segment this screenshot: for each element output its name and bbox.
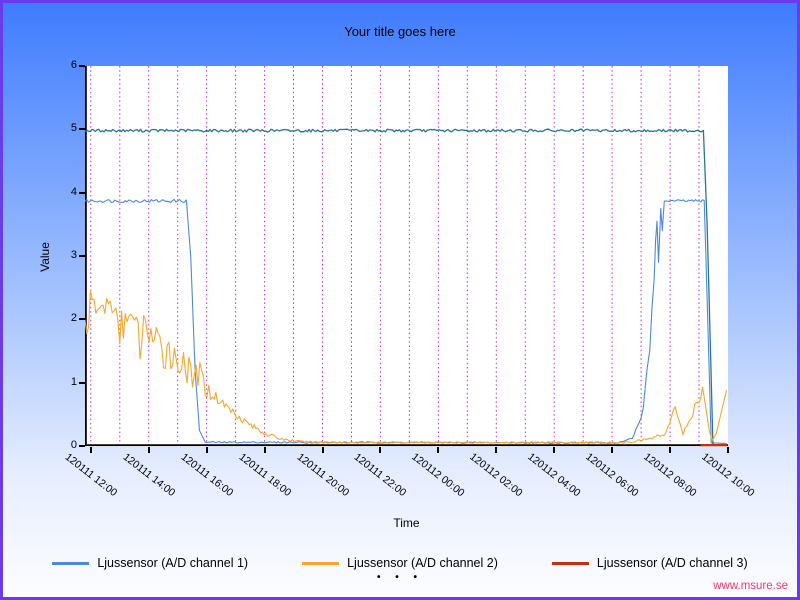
y-tick-label: 6: [70, 59, 77, 71]
plot-area: [85, 66, 728, 447]
legend-item: Ljussensor (A/D channel 3): [551, 556, 748, 570]
y-tick-mark: [79, 128, 85, 131]
x-tick-mark: [379, 447, 382, 453]
y-tick-mark: [79, 65, 85, 67]
legend-label: Ljussensor (A/D channel 2): [347, 556, 498, 570]
series-line-0: [85, 198, 727, 445]
y-tick-label: 2: [70, 312, 77, 325]
y-tick-mark: [79, 381, 85, 384]
x-tick-mark: [89, 447, 92, 453]
y-tick-mark: [79, 255, 85, 257]
x-tick-mark: [495, 447, 498, 453]
series-line-2: [85, 289, 728, 444]
x-tick-mark: [553, 447, 556, 453]
y-tick-label: 3: [70, 249, 77, 261]
y-tick-label: 5: [70, 122, 77, 135]
legend-item: Ljussensor (A/D channel 2): [302, 556, 498, 570]
x-tick-mark: [147, 447, 150, 453]
y-tick-label: 1: [70, 375, 77, 388]
legend-item: Ljussensor (A/D channel 1): [52, 556, 248, 570]
y-axis-label: Value: [38, 242, 52, 272]
series-line-1: [85, 128, 716, 446]
x-tick-mark: [611, 447, 614, 453]
legend-more-dots: • • •: [376, 572, 424, 583]
y-tick-label: 4: [70, 185, 77, 198]
x-tick-mark: [727, 447, 729, 453]
msure-link[interactable]: www.msure.se: [713, 580, 788, 592]
chart-title: Your title goes here: [344, 24, 456, 39]
x-tick-mark: [321, 447, 324, 453]
legend-swatch: [551, 561, 589, 565]
y-tick-mark: [79, 191, 85, 194]
x-tick-mark: [205, 447, 208, 453]
x-tick-mark: [437, 447, 440, 453]
legend: Ljussensor (A/D channel 1) Ljussensor (A/…: [3, 556, 797, 570]
legend-label: Ljussensor (A/D channel 3): [596, 556, 748, 570]
legend-swatch: [302, 561, 340, 565]
y-tick-mark: [79, 318, 85, 321]
x-axis-label: Time: [393, 516, 420, 530]
legend-swatch: [52, 561, 90, 565]
x-tick-mark: [263, 447, 266, 453]
x-tick-mark: [669, 447, 672, 453]
legend-label: Ljussensor (A/D channel 1): [97, 556, 249, 570]
y-tick-mark: [79, 445, 85, 447]
y-tick-label: 0: [70, 439, 77, 451]
